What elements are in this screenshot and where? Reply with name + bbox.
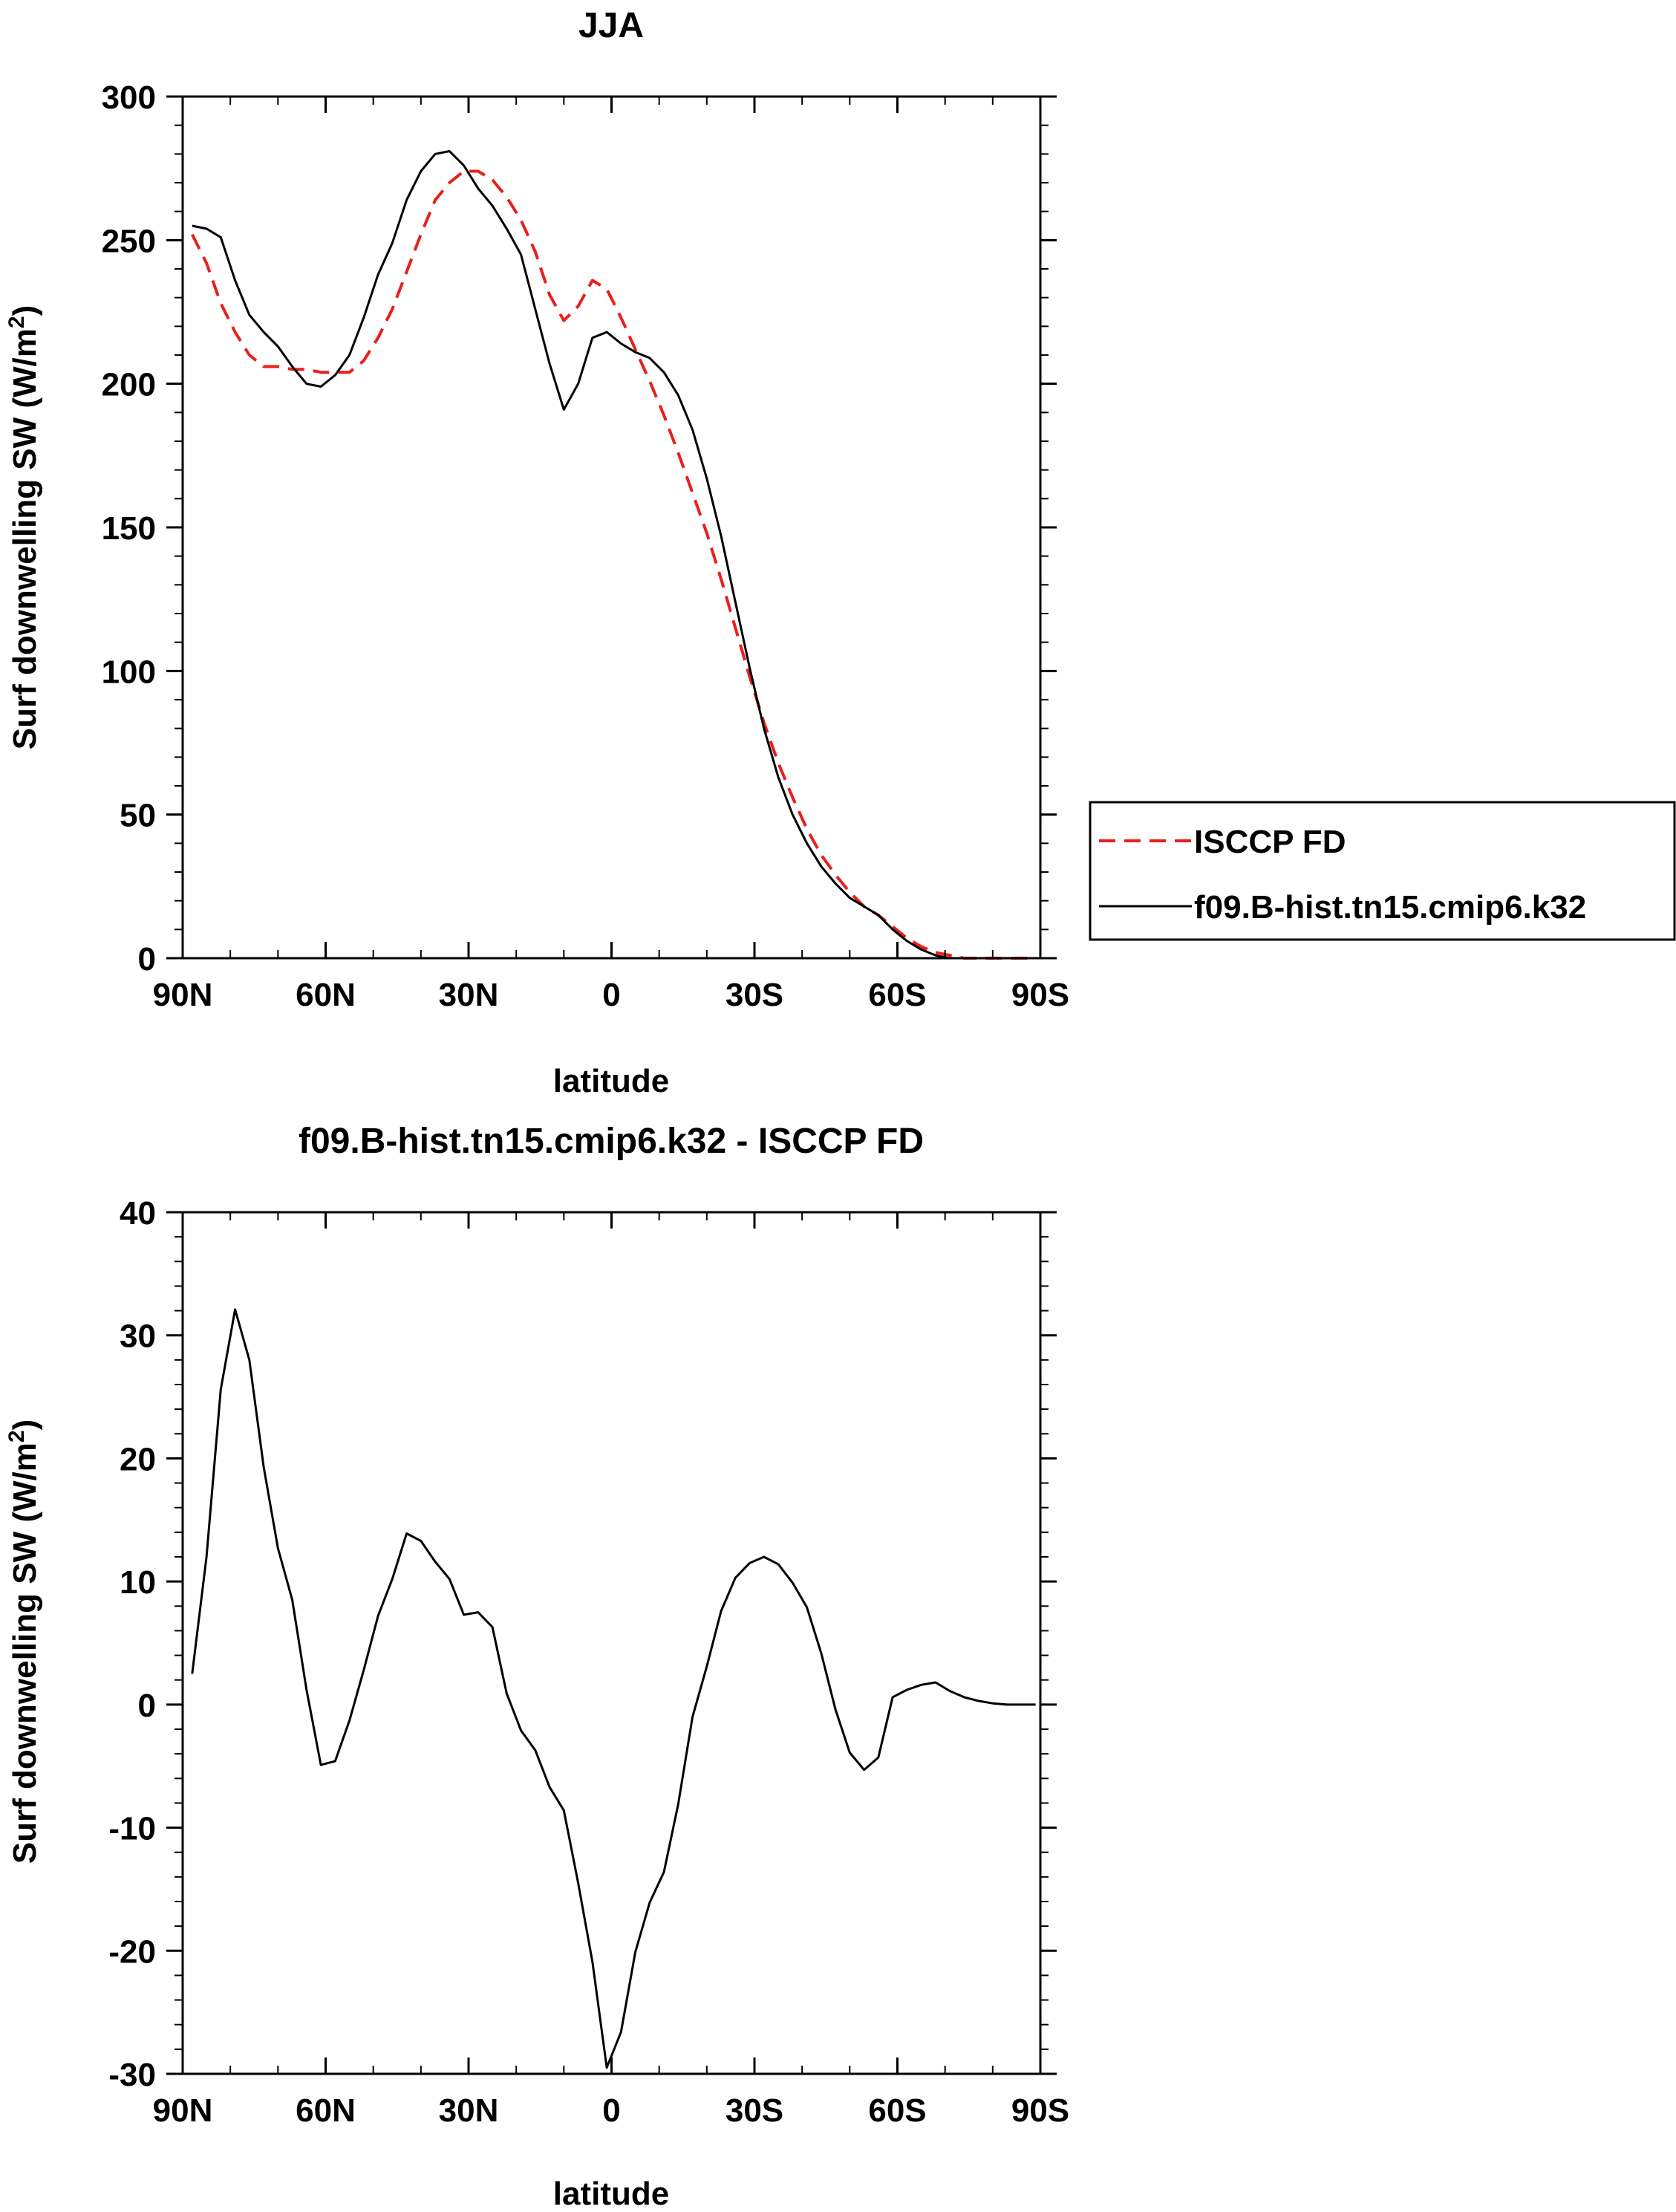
y-tick-label: 300	[102, 79, 156, 116]
x-tick-label: 60S	[868, 2092, 926, 2129]
y-tick-label: 30	[120, 1318, 156, 1355]
y-tick-label: 10	[120, 1564, 156, 1601]
x-tick-label: 30S	[725, 2092, 783, 2129]
series-line-1	[192, 150, 1036, 960]
y-tick-label: -10	[108, 1811, 156, 1847]
legend-box	[1089, 801, 1676, 941]
series-lines	[191, 150, 1036, 960]
series-line-0	[191, 169, 1036, 960]
x-axis-label: latitude	[553, 2176, 669, 2212]
y-tick-label: 0	[138, 941, 156, 977]
y-axis-label: Surf downwelling SW (W/m2)	[4, 1419, 43, 1864]
y-tick-label: 150	[102, 510, 156, 547]
x-tick-label: 30N	[439, 977, 499, 1013]
legend-label-model: f09.B-hist.tn15.cmip6.k32	[1194, 889, 1586, 926]
x-tick-label: 90N	[153, 2092, 213, 2129]
y-tick-label: 50	[120, 798, 156, 834]
axis-ticks: 90N 60N 30N 0 30S 60S 90S -30 -20 -10 0 10 20 30 40	[108, 1195, 1069, 2129]
plot-frame	[181, 1211, 1042, 2075]
y-tick-label: -30	[108, 2057, 156, 2093]
x-tick-label: 90N	[153, 977, 213, 1013]
x-tick-label: 30S	[725, 977, 783, 1013]
chart-title: JJA	[578, 6, 644, 45]
series-lines	[191, 1308, 1036, 2069]
x-tick-label: 90S	[1011, 977, 1069, 1013]
x-tick-label: 30N	[439, 2092, 499, 2129]
y-tick-label: 100	[102, 654, 156, 690]
y-axis-label: Surf downwelling SW (W/m2)	[4, 305, 43, 749]
panel-difference: f09.B-hist.tn15.cmip6.k32 - ISCCP FD 90N…	[4, 1122, 1069, 2212]
y-tick-label: 20	[120, 1441, 156, 1477]
x-tick-label: 60S	[868, 977, 926, 1013]
x-tick-label: 60N	[296, 977, 356, 1013]
y-tick-label: 40	[120, 1195, 156, 1232]
x-tick-label: 90S	[1011, 2092, 1069, 2129]
x-tick-label: 0	[602, 2092, 620, 2129]
panel-zonal-mean: JJA 90N 60N 30N 0 30S 60S 90S 0 50 100 150 200 250 30…	[4, 6, 1069, 1099]
x-tick-label: 60N	[296, 2092, 356, 2129]
chart-title: f09.B-hist.tn15.cmip6.k32 - ISCCP FD	[299, 1122, 924, 1161]
axis-ticks: 90N 60N 30N 0 30S 60S 90S 0 50 100 150 200 250 300	[102, 79, 1070, 1013]
x-tick-label: 0	[602, 977, 620, 1013]
plot-frame	[181, 95, 1042, 960]
y-tick-label: 200	[102, 367, 156, 403]
legend: ISCCP FD f09.B-hist.tn15.cmip6.k32	[1089, 801, 1676, 941]
series-line-0	[191, 1308, 1036, 2069]
legend-label-isccp: ISCCP FD	[1194, 824, 1346, 860]
y-tick-label: 250	[102, 223, 156, 259]
y-tick-label: 0	[138, 1688, 156, 1724]
y-tick-label: -20	[108, 1933, 156, 1970]
x-axis-label: latitude	[553, 1063, 669, 1099]
